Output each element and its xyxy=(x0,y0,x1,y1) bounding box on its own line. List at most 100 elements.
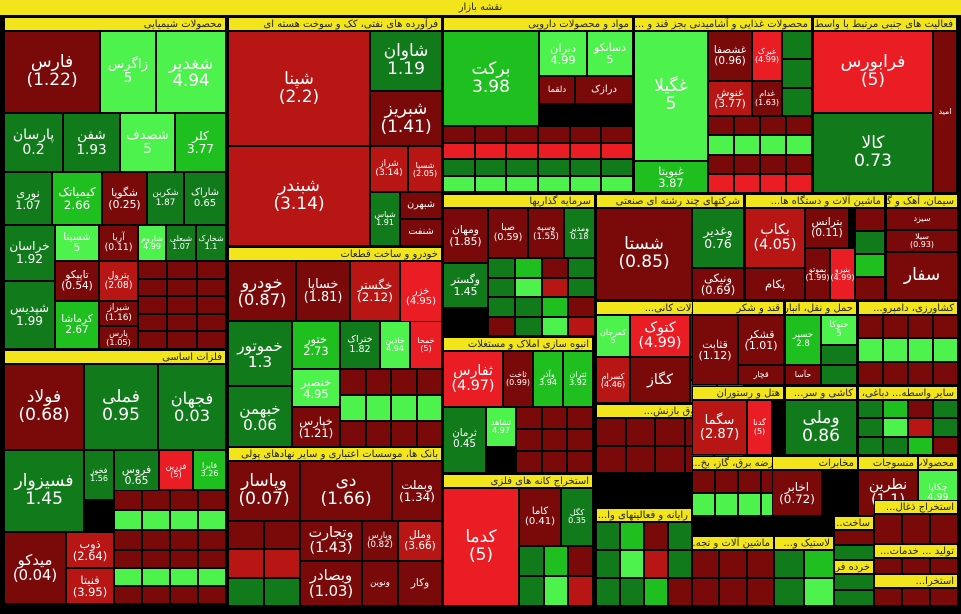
treemap-small-cell[interactable] xyxy=(443,142,475,159)
treemap-small-cell[interactable] xyxy=(760,154,786,174)
treemap-small-cell[interactable] xyxy=(538,175,570,192)
treemap-small-cell[interactable] xyxy=(142,510,170,530)
treemap-small-cell[interactable] xyxy=(902,558,930,574)
treemap-cell[interactable]: بنیرو (4.99) xyxy=(830,248,855,300)
treemap-cell[interactable]: کرماشا 2.67 xyxy=(55,301,99,349)
treemap-cell[interactable]: کگاز xyxy=(630,357,690,403)
treemap-small-cell[interactable] xyxy=(541,277,569,297)
sector-header-multi[interactable]: شرکتهای چند رشته ای صنعتی xyxy=(596,194,744,208)
treemap-small-cell[interactable] xyxy=(196,261,226,279)
sector-header-textile[interactable]: منسوجات xyxy=(858,456,918,470)
treemap-small-cell[interactable] xyxy=(167,331,197,349)
treemap-small-cell[interactable] xyxy=(142,530,170,550)
treemap-small-cell[interactable] xyxy=(264,549,300,578)
treemap-cell[interactable]: کالا 0.73 xyxy=(813,113,933,193)
treemap-small-cell[interactable] xyxy=(596,522,620,550)
treemap-small-cell[interactable] xyxy=(138,278,168,297)
treemap-cell[interactable]: ثتران 3.92 xyxy=(563,351,593,407)
treemap-cell[interactable]: غنوش (3.77) xyxy=(708,81,752,116)
treemap-cell[interactable]: شبعلی 1.07 xyxy=(166,225,196,261)
sector-header-paper[interactable]: محصولات کا... xyxy=(918,456,958,470)
treemap-small-cell[interactable] xyxy=(365,421,391,447)
treemap-cell[interactable]: دی (1.66) xyxy=(300,461,392,521)
treemap-small-cell[interactable] xyxy=(601,142,633,159)
treemap-cell[interactable]: وتجارت (1.43) xyxy=(300,521,362,561)
treemap-small-cell[interactable] xyxy=(620,578,644,606)
treemap-small-cell[interactable] xyxy=(908,315,933,339)
sector-header-mining3[interactable]: استخرا... xyxy=(874,574,958,588)
treemap-small-cell[interactable] xyxy=(568,316,595,336)
treemap-cell[interactable]: شصدف 5 xyxy=(120,113,175,172)
treemap-small-cell[interactable] xyxy=(142,490,170,510)
treemap-cell[interactable]: شبهرن xyxy=(400,192,442,219)
treemap-small-cell[interactable] xyxy=(855,277,885,300)
treemap-small-cell[interactable] xyxy=(715,470,738,493)
treemap-cell[interactable]: غگیلا 5 xyxy=(634,31,708,161)
treemap-small-cell[interactable] xyxy=(167,296,197,314)
treemap-small-cell[interactable] xyxy=(114,490,142,510)
treemap-small-cell[interactable] xyxy=(883,315,908,339)
treemap-small-cell[interactable] xyxy=(734,135,760,155)
treemap-cell[interactable]: خساپا (1.81) xyxy=(296,261,350,321)
treemap-cell[interactable]: شغدیر 4.94 xyxy=(156,31,226,113)
treemap-small-cell[interactable] xyxy=(644,578,668,606)
treemap-small-cell[interactable] xyxy=(474,126,507,143)
treemap-small-cell[interactable] xyxy=(114,586,142,604)
treemap-small-cell[interactable] xyxy=(804,550,834,578)
treemap-small-cell[interactable] xyxy=(142,550,170,568)
treemap-small-cell[interactable] xyxy=(488,297,515,317)
treemap-small-cell[interactable] xyxy=(719,578,747,606)
treemap-small-cell[interactable] xyxy=(567,451,593,473)
treemap-small-cell[interactable] xyxy=(488,277,515,297)
sector-header-sugar[interactable]: قند و شکر xyxy=(692,301,784,315)
treemap-small-cell[interactable] xyxy=(933,361,958,385)
treemap-small-cell[interactable] xyxy=(198,550,226,568)
treemap-small-cell[interactable] xyxy=(541,316,569,336)
treemap-small-cell[interactable] xyxy=(933,418,958,437)
treemap-cell[interactable]: قشکر (1.01) xyxy=(738,315,784,365)
sector-header-invest[interactable]: سرمایه گذاریها xyxy=(443,194,595,208)
treemap-small-cell[interactable] xyxy=(692,493,715,516)
treemap-cell[interactable]: خموتور 1.3 xyxy=(228,321,292,386)
treemap-small-cell[interactable] xyxy=(340,369,366,395)
treemap-cell[interactable]: کسرام (4.46) xyxy=(596,357,630,403)
treemap-cell[interactable]: کتوک (4.99) xyxy=(630,315,690,357)
treemap-small-cell[interactable] xyxy=(715,493,738,516)
treemap-small-cell[interactable] xyxy=(167,261,197,279)
treemap-cell[interactable]: شپدیس 1.99 xyxy=(4,281,55,349)
treemap-small-cell[interactable] xyxy=(391,369,417,395)
treemap-cell[interactable]: شسپا (2.05) xyxy=(408,146,442,192)
treemap-cell[interactable]: پترول (2.08) xyxy=(99,261,138,301)
treemap-small-cell[interactable] xyxy=(167,313,197,332)
treemap-small-cell[interactable] xyxy=(902,514,930,544)
treemap-small-cell[interactable] xyxy=(644,522,668,550)
treemap-small-cell[interactable] xyxy=(365,369,391,395)
treemap-cell[interactable]: شخارک 1.1 xyxy=(196,225,226,261)
treemap-small-cell[interactable] xyxy=(196,313,226,332)
treemap-small-cell[interactable] xyxy=(738,470,761,493)
sector-header-realestate[interactable]: انبوه سازی املاک و مستغلات xyxy=(443,337,593,351)
treemap-small-cell[interactable] xyxy=(198,568,226,586)
treemap-small-cell[interactable] xyxy=(567,429,593,451)
treemap-small-cell[interactable] xyxy=(858,361,883,385)
treemap-small-cell[interactable] xyxy=(933,338,958,362)
treemap-cell[interactable]: وغدیر 0.76 xyxy=(692,208,744,268)
treemap-cell[interactable]: وبملت (1.34) xyxy=(392,461,442,521)
treemap-cell[interactable]: غبویتا 3.87 xyxy=(634,161,708,193)
treemap-cell[interactable]: بموتو (1.99) xyxy=(805,248,830,300)
treemap-small-cell[interactable] xyxy=(365,395,391,421)
treemap-cell[interactable]: گدنا (5) xyxy=(747,400,772,455)
treemap-small-cell[interactable] xyxy=(734,154,760,174)
treemap-cell[interactable]: آریا (0.11) xyxy=(99,225,138,261)
treemap-cell[interactable]: وملل (3.66) xyxy=(398,521,442,561)
sector-header-banks[interactable]: بانک ها، موسسات اعتباری و سایر نهادهای پ… xyxy=(228,447,442,461)
treemap-cell[interactable]: دلقما xyxy=(539,76,575,104)
treemap-cell[interactable]: برکت 3.98 xyxy=(443,31,539,126)
treemap-small-cell[interactable] xyxy=(569,159,602,176)
treemap-small-cell[interactable] xyxy=(858,436,883,455)
treemap-cell[interactable]: شفن 1.93 xyxy=(63,113,120,172)
sector-header-hotel[interactable]: هتل و رستوران xyxy=(692,386,784,400)
treemap-cell[interactable]: پارسان 0.2 xyxy=(4,113,63,172)
treemap-cell[interactable]: بکاب (4.05) xyxy=(745,208,805,268)
treemap-small-cell[interactable] xyxy=(114,550,142,568)
